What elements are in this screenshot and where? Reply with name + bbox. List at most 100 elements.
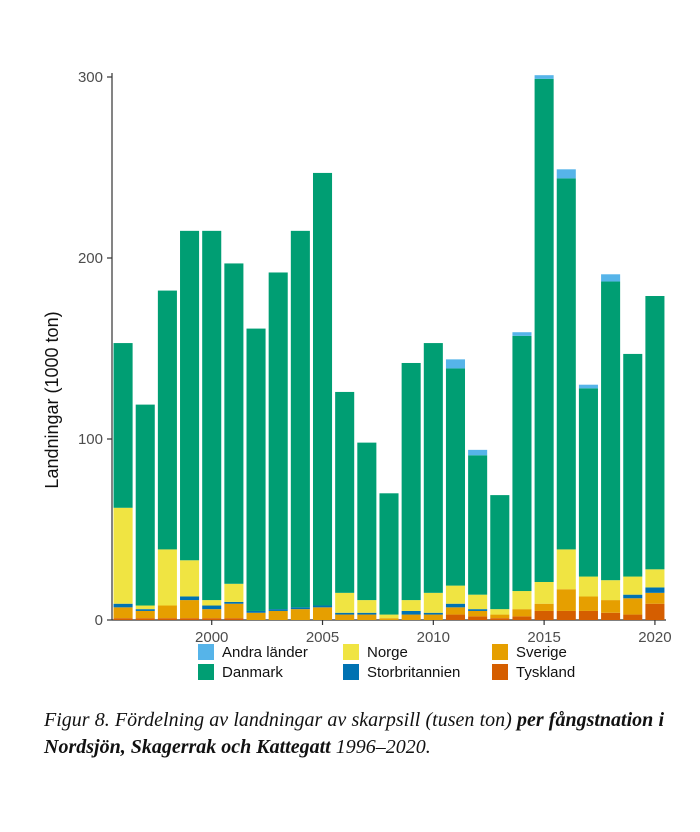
bar-segment — [468, 455, 488, 595]
bar-segment — [401, 362, 421, 601]
bar-segment — [623, 576, 643, 595]
bar-stack — [113, 343, 133, 620]
bar-segment — [357, 442, 377, 601]
bar-stack — [379, 493, 399, 620]
bar-segment — [401, 600, 421, 611]
bar-segment — [468, 610, 488, 617]
bar-segment — [312, 605, 333, 608]
bar-stack — [180, 230, 200, 620]
bar-segment — [246, 328, 266, 611]
bar-segment — [224, 583, 244, 602]
bar-segment — [601, 580, 621, 601]
x-tick-label: 2010 — [417, 629, 450, 646]
bar-segment — [512, 332, 532, 336]
legend-swatch — [343, 644, 359, 660]
legend-label: Norge — [367, 644, 408, 661]
x-tick-label: 2000 — [195, 629, 228, 646]
bar-segment — [202, 618, 222, 620]
bars-group — [113, 75, 665, 620]
y-axis-title: Landningar (1000 ton) — [42, 311, 62, 488]
bar-segment — [379, 493, 399, 615]
bar-segment — [490, 495, 510, 610]
bar-segment — [445, 359, 466, 369]
x-axis: 2000 2005 2010 2015 2020 — [112, 619, 672, 646]
bar-segment — [601, 612, 621, 620]
bar-segment — [445, 614, 466, 620]
bar-segment — [113, 603, 133, 608]
legend-swatch — [198, 644, 214, 660]
bar-segment — [312, 607, 333, 620]
y-axis: 0 100 200 300 — [78, 69, 113, 629]
bar-segment — [224, 263, 244, 584]
bar-segment — [445, 607, 466, 615]
bar-segment — [290, 609, 310, 620]
legend-swatch — [343, 664, 359, 680]
bar-stack — [268, 272, 288, 620]
bar-segment — [468, 609, 488, 611]
bar-segment — [113, 343, 133, 508]
bar-segment — [202, 230, 222, 601]
bar-segment — [534, 610, 554, 620]
bar-segment — [335, 614, 355, 620]
bar-segment — [490, 614, 510, 619]
bar-segment — [534, 581, 554, 604]
bar-stack — [157, 290, 177, 620]
bar-segment — [335, 391, 355, 593]
bar-segment — [423, 592, 443, 613]
bar-segment — [180, 618, 200, 620]
bar-segment — [290, 607, 310, 610]
bar-segment — [623, 594, 643, 599]
bar-segment — [556, 589, 576, 611]
bar-segment — [180, 560, 200, 597]
bar-segment — [246, 612, 266, 620]
bar-segment — [423, 343, 443, 593]
bar-segment — [180, 600, 200, 619]
bar-segment — [645, 592, 665, 604]
bar-segment — [157, 618, 177, 620]
bar-segment — [623, 353, 643, 577]
bar-stack — [312, 172, 333, 620]
caption-part3: 1996–2020. — [330, 736, 431, 758]
bar-segment — [556, 549, 576, 590]
bar-segment — [268, 610, 288, 620]
bar-stack — [578, 384, 598, 620]
bar-segment — [601, 600, 621, 613]
bar-segment — [645, 569, 665, 588]
bar-segment — [578, 388, 598, 577]
figure-caption: Figur 8. Fördelning av landningar av ska… — [44, 707, 664, 761]
bar-stack — [445, 359, 466, 620]
bar-segment — [224, 618, 244, 620]
bar-segment — [180, 230, 200, 561]
y-tick-label: 100 — [78, 431, 103, 448]
bar-segment — [180, 596, 200, 601]
bar-segment — [556, 178, 576, 550]
bar-segment — [645, 603, 665, 620]
legend-swatch — [492, 644, 508, 660]
x-tick-label: 2015 — [527, 629, 560, 646]
bar-stack — [357, 442, 377, 620]
bar-stack — [623, 353, 643, 620]
bar-segment — [445, 585, 466, 604]
bar-segment — [490, 609, 510, 615]
legend: Andra länder Danmark Norge Storbritannien Sv… — [198, 644, 575, 681]
bar-segment — [157, 290, 177, 550]
bar-segment — [512, 609, 532, 617]
bar-segment — [445, 368, 466, 586]
bar-segment — [135, 610, 155, 619]
bar-stack — [290, 230, 310, 620]
bar-segment — [578, 610, 598, 620]
y-tick-label: 200 — [78, 250, 103, 267]
bar-stack — [246, 328, 266, 620]
bar-stack — [645, 296, 665, 620]
bar-stack — [401, 362, 421, 620]
bar-segment — [512, 616, 532, 620]
bar-segment — [423, 612, 443, 615]
bar-stack — [556, 169, 576, 620]
bar-segment — [202, 600, 222, 606]
bar-segment — [578, 384, 598, 389]
bar-segment — [113, 607, 133, 619]
bar-segment — [512, 335, 532, 592]
bar-segment — [623, 598, 643, 615]
bar-segment — [357, 600, 377, 613]
